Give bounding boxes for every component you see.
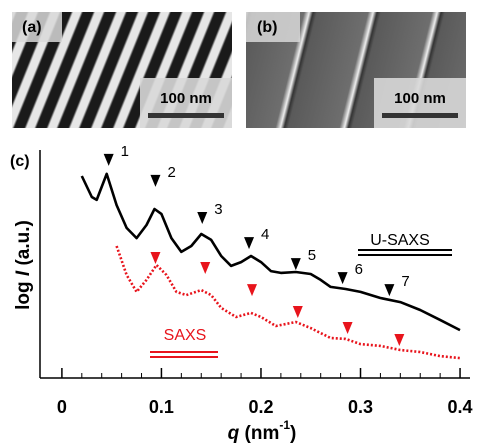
scale-box — [140, 78, 232, 128]
scale-box — [374, 78, 466, 128]
peak-marker — [150, 251, 161, 264]
series-line — [115, 245, 461, 360]
x-axis-label: q (nm-1) — [228, 418, 297, 444]
legend-label: SAXS — [164, 327, 207, 344]
peak-marker — [337, 272, 348, 285]
scale-text: 100 nm — [160, 90, 212, 107]
series-line — [80, 172, 461, 332]
peak-marker — [247, 284, 258, 297]
legend-label: U-SAXS — [370, 232, 430, 249]
x-label-close: ) — [290, 423, 296, 444]
peak-marker — [244, 237, 255, 250]
micrograph-b: (b) 100 nm — [246, 12, 466, 128]
peak-marker — [290, 258, 301, 271]
scale-bar — [148, 113, 224, 118]
x-tick-label: 0.4 — [448, 397, 473, 417]
x-tick-label: 0.3 — [348, 397, 373, 417]
scale-text: 100 nm — [394, 90, 446, 107]
x-tick-label: 0 — [57, 397, 67, 417]
y-label-prefix: log — [13, 276, 34, 310]
peak-marker — [342, 322, 353, 335]
peak-marker — [197, 211, 208, 224]
x-label-symbol: q — [228, 423, 240, 444]
x-tick-label: 0.1 — [149, 397, 174, 417]
peak-label: 1 — [121, 143, 129, 160]
peak-marker — [150, 174, 161, 187]
peak-marker — [200, 261, 211, 274]
peak-label: 4 — [261, 226, 269, 243]
panel-label: (c) — [10, 153, 30, 170]
y-label-suffix: (a.u.) — [13, 220, 34, 271]
peak-marker — [292, 306, 303, 319]
micrograph-a: (a) 100 nm — [12, 12, 232, 128]
x-tick-label: 0.2 — [248, 397, 273, 417]
label-box — [246, 12, 300, 42]
y-label-symbol: I — [13, 270, 34, 276]
peak-marker — [103, 153, 114, 166]
y-axis-label: log I (a.u.) — [13, 220, 34, 310]
x-label-unit: (nm — [239, 423, 279, 444]
peak-label: 3 — [214, 201, 222, 218]
peak-marker — [384, 284, 395, 297]
peak-label: 7 — [401, 273, 409, 290]
panel-label: (b) — [257, 19, 277, 36]
peak-label: 6 — [355, 261, 363, 278]
peak-label: 5 — [308, 247, 316, 264]
panel-label: (a) — [22, 19, 42, 36]
label-box — [12, 12, 62, 42]
x-label-exponent: -1 — [279, 418, 290, 432]
peak-label: 2 — [167, 164, 175, 181]
peak-marker — [394, 334, 405, 347]
scale-bar — [382, 113, 458, 118]
